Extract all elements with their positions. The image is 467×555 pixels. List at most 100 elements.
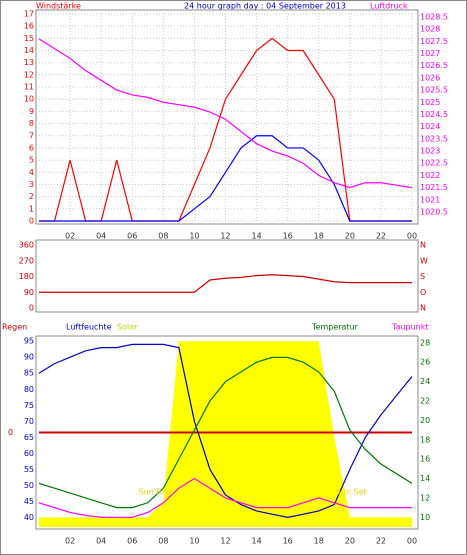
x-tick-label: 20: [345, 232, 355, 241]
x-tick-label: 22: [376, 537, 386, 546]
x-tick-label: 16: [283, 537, 293, 546]
series-line: [39, 274, 412, 293]
x-tick-label: 20: [345, 537, 355, 546]
y2-tick-label: 24: [420, 377, 430, 386]
y2-tick-label: 1022.5: [420, 159, 448, 168]
y-tick-label: 75: [24, 401, 34, 410]
annotation: Sun Set: [336, 488, 367, 497]
x-tick-label: 06: [127, 537, 137, 546]
y-tick-label: 270: [19, 256, 34, 265]
temperature-label: Temperatur: [311, 323, 359, 332]
x-tick-label: 08: [158, 537, 168, 546]
pressure-label: Luftdruck: [370, 2, 408, 11]
y2-tick-label: N: [420, 304, 426, 313]
series-line: [38, 38, 413, 189]
y-tick-label: 15: [24, 34, 34, 43]
x-tick-label: 02: [65, 537, 75, 546]
y-tick-label: 65: [24, 433, 34, 442]
solar-area: [39, 341, 412, 527]
y-tick-label: 90: [24, 353, 34, 362]
y2-tick-label: W: [420, 256, 428, 265]
y-tick-label: 11: [24, 83, 34, 92]
y2-tick-label: 1021: [420, 195, 440, 204]
y2-tick-label: 1027.5: [420, 37, 448, 46]
y-tick-label: 13: [24, 58, 34, 67]
y2-tick-label: N: [420, 241, 426, 250]
x-tick-label: 14: [251, 232, 261, 241]
wind-label: Windstärke: [36, 2, 81, 11]
y-tick-label: 3: [29, 180, 34, 189]
x-tick-label: 08: [158, 232, 168, 241]
y-tick-label: 4: [29, 168, 34, 177]
dewpoint-label: Taupunkt: [391, 323, 429, 332]
chart-title: 24 hour graph day : 04 September 2013: [184, 2, 346, 11]
y-tick-label: 0: [29, 217, 34, 226]
y-tick-label: 17: [24, 10, 34, 19]
y2-tick-label: 20: [420, 416, 430, 425]
y2-tick-label: O: [420, 288, 426, 297]
y2-tick-label: 12: [420, 493, 430, 502]
x-tick-label: 12: [220, 537, 230, 546]
x-tick-label: 18: [314, 232, 324, 241]
humidity-label: Luftfeuchte: [66, 323, 112, 332]
y2-tick-label: 26: [420, 358, 430, 367]
y-tick-label: 360: [19, 241, 34, 250]
y-tick-label: 5: [29, 156, 34, 165]
y-tick-label: 85: [24, 369, 34, 378]
x-tick-label: 12: [220, 232, 230, 241]
y-tick-label: 55: [24, 465, 34, 474]
y-tick-label: 6: [29, 143, 34, 152]
x-tick-label: 10: [189, 232, 199, 241]
y2-tick-label: 14: [420, 474, 430, 483]
y2-tick-label: 1023.5: [420, 134, 448, 143]
y-tick-label: 7: [29, 131, 34, 140]
y2-tick-label: 1028.5: [420, 12, 448, 21]
y2-tick-label: 1026.5: [420, 61, 448, 70]
y2-tick-label: 1026: [420, 73, 440, 82]
y2-tick-label: 1024: [420, 122, 440, 131]
y2-tick-label: 16: [420, 455, 430, 464]
x-tick-label: 18: [314, 537, 324, 546]
y2-tick-label: 1024.5: [420, 110, 448, 119]
y-tick-label: 2: [29, 192, 34, 201]
y-tick-label: 16: [24, 22, 34, 31]
y-tick-label: 70: [24, 417, 34, 426]
y-tick-label: 9: [29, 107, 34, 116]
y-tick-label: 90: [24, 288, 34, 297]
y2-tick-label: 1022: [420, 171, 440, 180]
y-tick-label: 1: [29, 204, 34, 213]
plot-area: [35, 9, 419, 225]
x-tick-label: 10: [189, 537, 199, 546]
y2-tick-label: 28: [420, 338, 430, 347]
y2-tick-label: 1025: [420, 98, 440, 107]
series-line: [39, 135, 412, 222]
y-tick-label: 60: [24, 449, 34, 458]
x-tick-label: 06: [127, 232, 137, 241]
y2-tick-label: 22: [420, 397, 430, 406]
y-tick-label: 180: [19, 272, 34, 281]
y-tick-label: 40: [24, 513, 34, 522]
x-tick-label: 04: [96, 537, 106, 546]
y-tick-label: 10: [24, 95, 34, 104]
y2-tick-label: S: [420, 272, 425, 281]
y-tick-label: 45: [24, 497, 34, 506]
y-tick-label: 12: [24, 70, 34, 79]
annotation: Sun Rise: [138, 488, 173, 497]
y2-tick-label: 18: [420, 435, 430, 444]
y-tick-label: 80: [24, 385, 34, 394]
x-tick-label: 02: [65, 232, 75, 241]
series-line: [38, 356, 413, 509]
x-tick-label: 00: [407, 537, 417, 546]
x-tick-label: 00: [407, 232, 417, 241]
y2-tick-label: 1028: [420, 25, 440, 34]
y2-tick-label: 1023: [420, 147, 440, 156]
x-tick-label: 14: [251, 537, 261, 546]
y-tick-label: 14: [24, 46, 34, 55]
y3-tick-label: 0: [8, 428, 13, 437]
x-tick-label: 22: [376, 232, 386, 241]
y-tick-label: 8: [29, 119, 34, 128]
y2-tick-label: 1021.5: [420, 183, 448, 192]
y-tick-label: 50: [24, 481, 34, 490]
x-tick-label: 16: [283, 232, 293, 241]
